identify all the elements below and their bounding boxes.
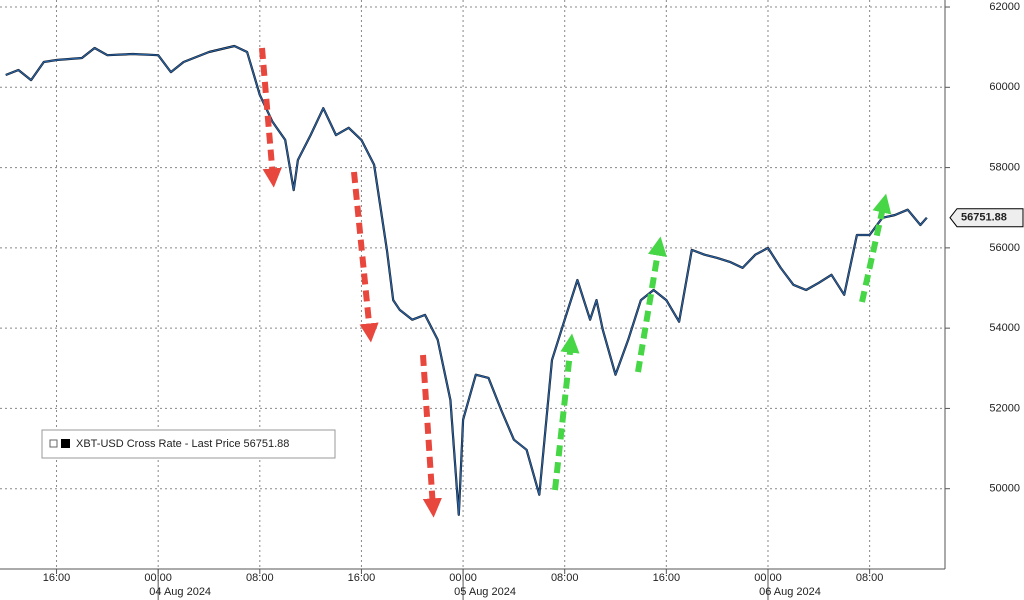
y-tick-label: 60000 <box>989 81 1020 93</box>
y-tick-label: 52000 <box>989 402 1020 414</box>
annotations <box>259 47 892 518</box>
y-tick-label: 50000 <box>989 483 1020 495</box>
x-tick-label: 08:00 <box>246 572 274 584</box>
legend-label: XBT-USD Cross Rate - Last Price 56751.88 <box>76 438 289 450</box>
down-arrow <box>420 354 442 518</box>
date-label: 04 Aug 2024 <box>149 586 211 598</box>
up-arrow <box>635 236 667 373</box>
legend-swatch <box>61 439 70 448</box>
x-tick-label: 16:00 <box>653 572 681 584</box>
legend: XBT-USD Cross Rate - Last Price 56751.88 <box>41 429 336 459</box>
legend-name: XBT-USD Cross Rate - Last Price <box>76 438 240 450</box>
last-price-box <box>949 208 1024 228</box>
up-arrow <box>552 333 580 491</box>
x-tick-label: 08:00 <box>551 572 579 584</box>
last-price-label: 56751.88 <box>961 212 1007 224</box>
y-tick-label: 58000 <box>989 161 1020 173</box>
legend-value: 56751.88 <box>244 438 290 450</box>
down-arrow <box>351 171 379 343</box>
x-tick-label: 16:00 <box>348 572 376 584</box>
x-tick-label: 16:00 <box>43 572 71 584</box>
x-tick-label: 08:00 <box>856 572 884 584</box>
legend-box <box>41 429 336 459</box>
date-label: 05 Aug 2024 <box>454 586 516 598</box>
legend-toggle <box>49 439 58 448</box>
y-tick-label: 62000 <box>989 1 1020 13</box>
price-line <box>5 45 928 516</box>
y-tick-label: 56000 <box>989 242 1020 254</box>
date-label: 06 Aug 2024 <box>759 586 821 598</box>
plot <box>5 44 928 516</box>
y-tick-label: 54000 <box>989 322 1020 334</box>
down-arrow <box>259 47 282 188</box>
last-price-tag: 56751.88 <box>949 208 1024 228</box>
